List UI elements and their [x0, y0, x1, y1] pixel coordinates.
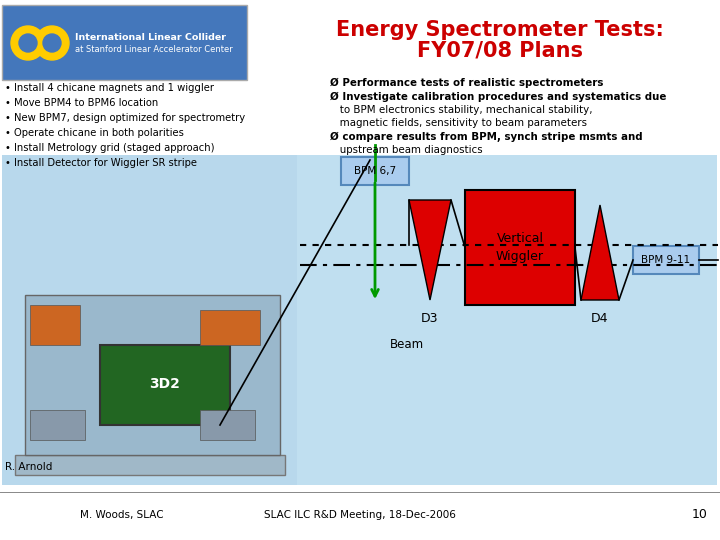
Text: magnetic fields, sensitivity to beam parameters: magnetic fields, sensitivity to beam par…: [330, 118, 587, 128]
Bar: [341, 157, 409, 185]
Text: R. Arnold: R. Arnold: [5, 462, 53, 472]
Bar: [30, 305, 80, 345]
Text: upstream beam diagnostics: upstream beam diagnostics: [330, 145, 482, 155]
Text: FY07/08 Plans: FY07/08 Plans: [417, 40, 583, 60]
Text: • Install Detector for Wiggler SR stripe: • Install Detector for Wiggler SR stripe: [5, 158, 197, 168]
Bar: [297, 155, 717, 485]
Circle shape: [43, 34, 61, 52]
Text: at Stanford Linear Accelerator Center: at Stanford Linear Accelerator Center: [75, 45, 233, 55]
Text: M. Woods, SLAC: M. Woods, SLAC: [80, 510, 163, 520]
Bar: [200, 310, 260, 345]
Polygon shape: [409, 200, 451, 300]
Bar: [100, 345, 230, 425]
Text: Ø Investigate calibration procedures and systematics due: Ø Investigate calibration procedures and…: [330, 92, 667, 102]
Text: Beam: Beam: [390, 339, 424, 352]
Bar: [633, 246, 699, 274]
Text: Vertical
Wiggler: Vertical Wiggler: [496, 232, 544, 263]
Text: • Operate chicane in both polarities: • Operate chicane in both polarities: [5, 128, 184, 138]
Circle shape: [35, 26, 69, 60]
Bar: [465, 190, 575, 305]
Bar: [2, 5, 247, 80]
Text: Energy Spectrometer Tests:: Energy Spectrometer Tests:: [336, 20, 664, 40]
Bar: [15, 455, 285, 475]
Bar: [30, 410, 85, 440]
Text: • Install 4 chicane magnets and 1 wiggler: • Install 4 chicane magnets and 1 wiggle…: [5, 83, 214, 93]
Text: Ø Performance tests of realistic spectrometers: Ø Performance tests of realistic spectro…: [330, 78, 603, 88]
Text: Ø compare results from BPM, synch stripe msmts and: Ø compare results from BPM, synch stripe…: [330, 132, 643, 142]
Text: • Move BPM4 to BPM6 location: • Move BPM4 to BPM6 location: [5, 98, 158, 108]
Text: 10: 10: [692, 509, 708, 522]
Circle shape: [19, 34, 37, 52]
Text: BPM 9-11: BPM 9-11: [642, 255, 690, 265]
Bar: [25, 295, 280, 455]
Text: 3D2: 3D2: [150, 377, 181, 391]
Text: • New BPM7, design optimized for spectrometry: • New BPM7, design optimized for spectro…: [5, 113, 245, 123]
Text: to BPM electronics stability, mechanical stability,: to BPM electronics stability, mechanical…: [330, 105, 593, 115]
Text: SLAC ILC R&D Meeting, 18-Dec-2006: SLAC ILC R&D Meeting, 18-Dec-2006: [264, 510, 456, 520]
Text: D3: D3: [421, 312, 438, 325]
Text: • Install Metrology grid (staged approach): • Install Metrology grid (staged approac…: [5, 143, 215, 153]
Text: BPM 6,7: BPM 6,7: [354, 166, 396, 176]
Bar: [2, 155, 297, 485]
Circle shape: [11, 26, 45, 60]
Text: D4: D4: [591, 312, 608, 325]
Bar: [200, 410, 255, 440]
Text: International Linear Collider: International Linear Collider: [75, 32, 226, 42]
Polygon shape: [581, 205, 619, 300]
